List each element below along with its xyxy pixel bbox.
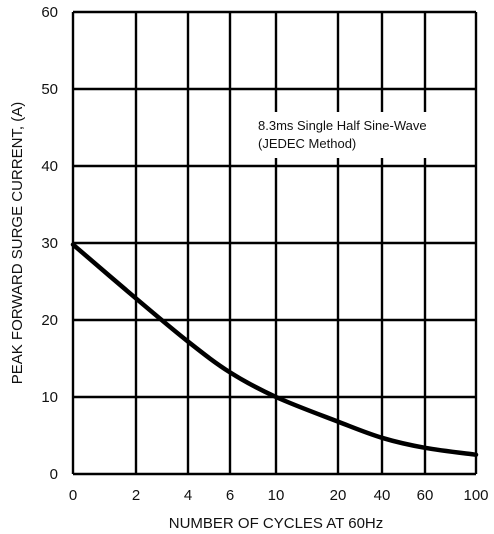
series-line-0	[70, 242, 479, 457]
series-group	[70, 242, 479, 457]
x-axis-label: NUMBER OF CYCLES AT 60Hz	[169, 515, 384, 532]
x-tick-label-8: 100	[463, 487, 488, 504]
x-tick-labels: 0 2 4 6 10 20 40 60 100	[69, 487, 489, 504]
x-tick-label-4: 10	[268, 487, 285, 504]
y-axis-label: PEAK FORWARD SURGE CURRENT, (A)	[9, 102, 26, 385]
y-tick-label-6: 60	[41, 4, 58, 21]
x-tick-label-6: 40	[374, 487, 391, 504]
y-tick-label-0: 0	[50, 466, 58, 483]
x-tick-label-0: 0	[69, 487, 77, 504]
annotation-line-2: (JEDEC Method)	[258, 136, 356, 151]
y-tick-label-2: 20	[41, 312, 58, 329]
grid	[71, 10, 478, 476]
annotation-background	[254, 112, 454, 158]
x-tick-label-5: 20	[330, 487, 347, 504]
x-tick-label-7: 60	[417, 487, 434, 504]
x-tick-label-1: 2	[132, 487, 140, 504]
annotation-line-1: 8.3ms Single Half Sine-Wave	[258, 118, 427, 133]
y-tick-label-1: 10	[41, 389, 58, 406]
y-tick-label-4: 40	[41, 158, 58, 175]
x-tick-label-3: 6	[226, 487, 234, 504]
y-tick-labels: 0 10 20 30 40 50 60	[41, 4, 58, 483]
x-tick-label-2: 4	[184, 487, 192, 504]
y-tick-label-3: 30	[41, 235, 58, 252]
y-tick-label-5: 50	[41, 81, 58, 98]
